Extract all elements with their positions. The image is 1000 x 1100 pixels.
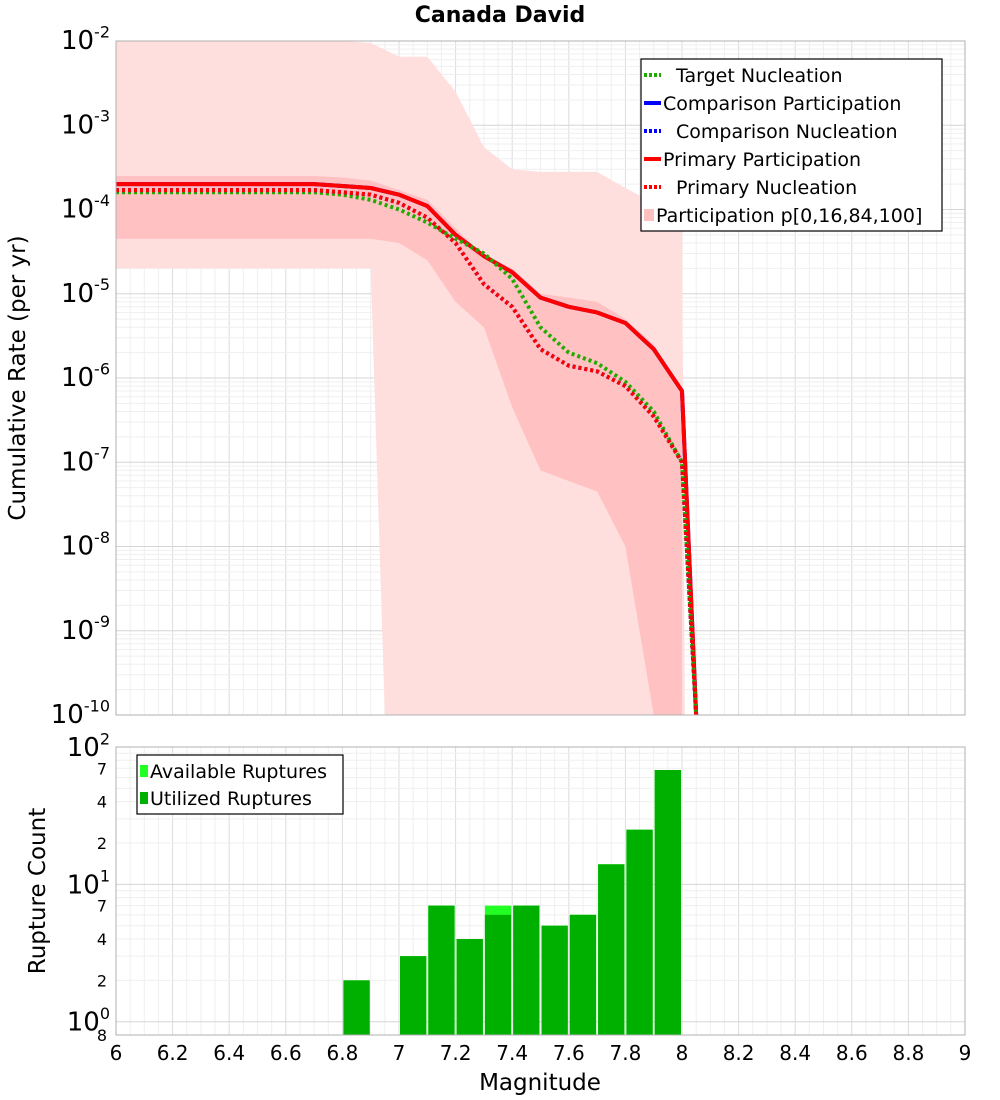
x-tick-label: 8.6 — [836, 1041, 868, 1065]
y-tick-label: 10-3 — [61, 107, 110, 141]
rate-plot: 10-2 10-3 10-4 10-5 10-6 10-7 10-8 10-9 10-10 Tar… — [51, 22, 966, 730]
x-tick-label: 6 — [110, 1041, 123, 1065]
bottom-legend — [136, 754, 344, 815]
series-target-nucleation — [116, 190, 699, 716]
x-tick-label: 9 — [959, 1041, 972, 1065]
legend-label: Comparison Nucleation — [676, 121, 898, 143]
bottom-gridlines — [115, 746, 966, 1035]
legend-label: Comparison Participation — [663, 93, 901, 115]
legend-label: Participation p[0,16,84,100] — [656, 205, 922, 227]
x-tick-label: 7.2 — [440, 1041, 472, 1065]
y-tick-label: 102 — [67, 729, 110, 763]
bar-utilized-ruptures — [598, 864, 625, 1035]
y-tick-label: 10-10 — [51, 696, 110, 730]
band-p16-p84 — [116, 175, 682, 715]
x-tick-label: 8.4 — [779, 1041, 811, 1065]
bar-utilized-ruptures — [484, 914, 512, 1035]
y-tick-label: 101 — [67, 867, 110, 901]
y-minor-tick-label: 7 — [97, 759, 107, 778]
bar-utilized-ruptures — [626, 829, 653, 1035]
bar-utilized-ruptures — [343, 980, 370, 1035]
x-tick-label: 8.8 — [892, 1041, 924, 1065]
y-tick-label: 10-4 — [61, 191, 110, 225]
y-minor-tick-label: 4 — [97, 793, 107, 812]
x-tick-label: 8.2 — [723, 1041, 755, 1065]
top-plot-frame — [115, 40, 966, 716]
series-primary-nucleation — [116, 188, 699, 716]
x-tick-label: 6.2 — [157, 1041, 189, 1065]
y-tick-label: 10-5 — [61, 275, 110, 309]
x-tick-label: 7 — [393, 1041, 406, 1065]
x-tick-label: 7.6 — [553, 1041, 585, 1065]
bar-utilized-ruptures — [456, 939, 483, 1035]
chart-title: Canada David — [415, 3, 586, 28]
x-tick-label: 7.8 — [609, 1041, 641, 1065]
legend-label: Primary Participation — [663, 149, 861, 171]
x-tick-label: 6.6 — [270, 1041, 302, 1065]
x-tick-label: 8 — [676, 1041, 689, 1065]
bar-utilized-ruptures — [569, 914, 597, 1035]
bottom-y-axis-label: Rupture Count — [25, 808, 51, 974]
legend-label: Available Ruptures — [150, 761, 327, 783]
y-minor-tick-label: 7 — [97, 897, 107, 916]
legend-label: Primary Nucleation — [676, 177, 857, 199]
legend-label: Utilized Ruptures — [150, 788, 312, 810]
bar-utilized-ruptures — [428, 905, 455, 1035]
bar-utilized-ruptures — [400, 956, 427, 1035]
x-tick-label: 7.4 — [496, 1041, 528, 1065]
y-tick-label: 10-2 — [61, 22, 110, 56]
y-minor-tick-label: 4 — [97, 930, 107, 949]
bar-utilized-ruptures — [654, 770, 681, 1035]
y-minor-tick-label: 2 — [97, 834, 107, 853]
legend-label: Target Nucleation — [675, 65, 843, 87]
legend-swatch — [644, 209, 654, 221]
legend-swatch — [140, 765, 148, 777]
series-primary-participation — [116, 182, 699, 716]
y-tick-label: 10-7 — [61, 444, 110, 478]
y-minor-tick-label: 2 — [97, 971, 107, 990]
top-y-axis-label: Cumulative Rate (per yr) — [5, 235, 31, 520]
bar-utilized-ruptures — [541, 925, 568, 1035]
y-tick-label: 100 — [67, 1004, 110, 1038]
bar-utilized-ruptures — [513, 905, 540, 1035]
x-axis-label: Magnitude — [479, 1070, 601, 1096]
x-tick-label: 6.4 — [213, 1041, 245, 1065]
y-tick-label: 10-8 — [61, 528, 110, 562]
top-legend — [640, 58, 943, 232]
x-tick-label: 6.8 — [326, 1041, 358, 1065]
y-minor-tick-label: 8 — [97, 1026, 107, 1045]
y-tick-label: 10-9 — [61, 612, 110, 646]
bottom-plot-frame — [115, 746, 966, 1036]
legend-swatch — [140, 792, 148, 804]
y-tick-label: 10-6 — [61, 359, 110, 393]
